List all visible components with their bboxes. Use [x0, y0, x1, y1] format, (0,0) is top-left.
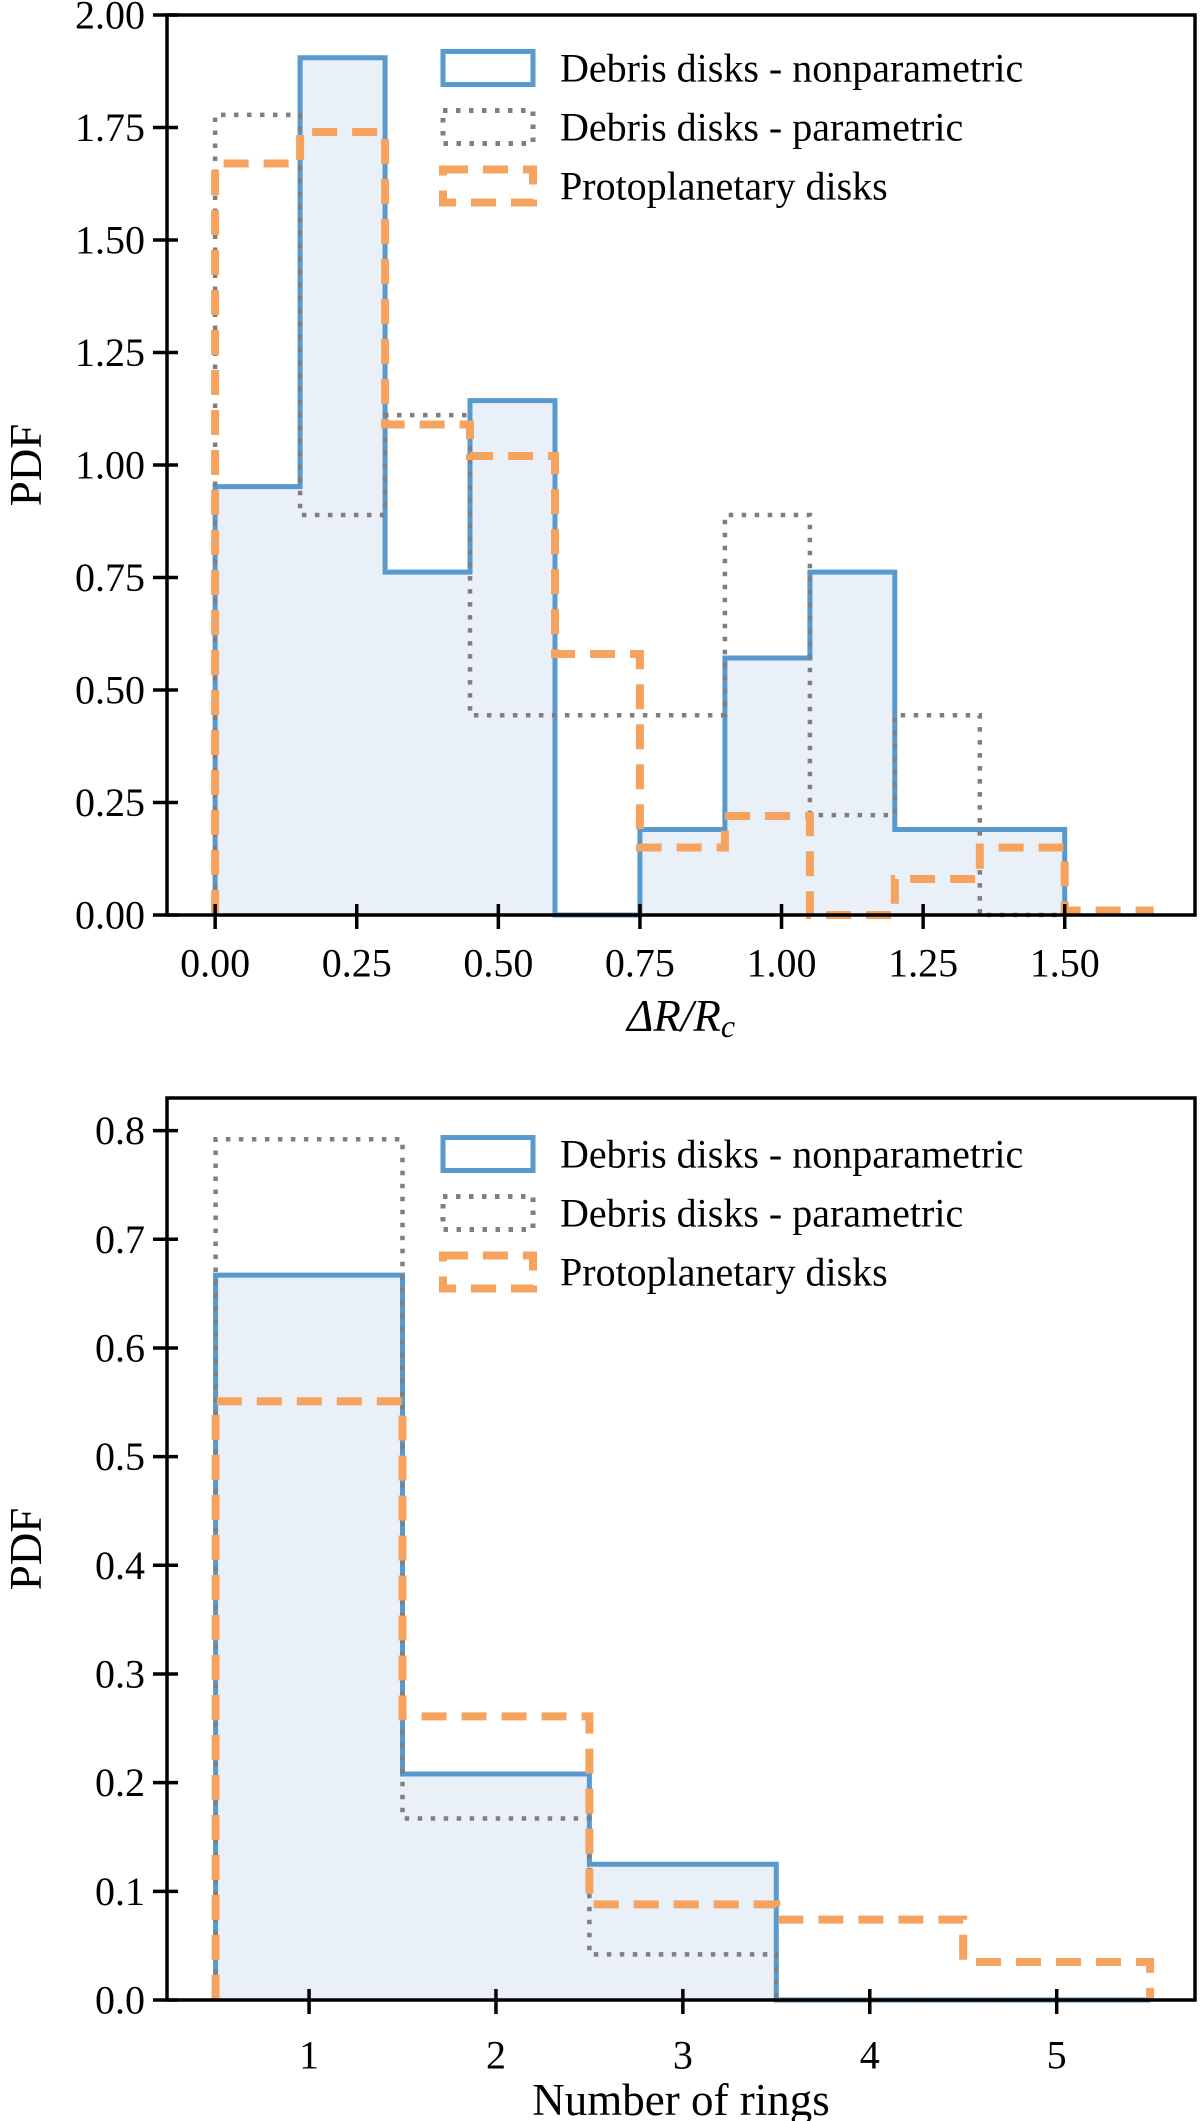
x-axis-label: ΔR/Rc — [625, 991, 735, 1044]
y-tick-label: 0.2 — [95, 1760, 145, 1805]
y-tick-label: 0.7 — [95, 1217, 145, 1262]
x-tick-label: 1 — [299, 2033, 319, 2078]
y-tick-label: 2.00 — [75, 0, 145, 38]
legend-label: Debris disks - parametric — [560, 1191, 963, 1236]
y-tick-label: 0.50 — [75, 668, 145, 713]
legend-swatch-dotted — [440, 1194, 536, 1232]
y-tick-label: 1.25 — [75, 330, 145, 375]
x-tick-label: 1.50 — [1030, 941, 1100, 986]
plot-spines — [165, 1096, 1197, 2002]
y-tick-label: 0.6 — [95, 1325, 145, 1370]
x-tick-label: 1.00 — [747, 941, 817, 986]
y-tick-label: 0.8 — [95, 1108, 145, 1153]
legend-label: Protoplanetary disks — [560, 164, 888, 209]
legend-swatch-dashed — [439, 1251, 537, 1293]
legend-label: Debris disks - nonparametric — [560, 1132, 1023, 1177]
y-tick-label: 0.1 — [95, 1869, 145, 1914]
legend-swatch-solid — [440, 1135, 536, 1173]
legend-swatch-solid — [440, 49, 536, 87]
y-tick-label: 0.75 — [75, 555, 145, 600]
y-tick-label: 0.5 — [95, 1434, 145, 1479]
x-tick-label: 0.00 — [180, 941, 250, 986]
x-tick-label: 4 — [860, 2033, 880, 2078]
y-tick-label: 1.00 — [75, 443, 145, 488]
y-axis-label: PDF — [1, 1508, 51, 1591]
y-tick-label: 0.0 — [95, 1978, 145, 2023]
x-tick-label: 1.25 — [888, 941, 958, 986]
y-tick-label: 0.00 — [75, 893, 145, 938]
x-axis-label: Number of rings — [532, 2075, 829, 2121]
legend-label: Debris disks - parametric — [560, 105, 963, 150]
series-line-2 — [211, 1397, 1155, 2000]
y-tick-label: 0.25 — [75, 780, 145, 825]
y-tick-label: 0.4 — [95, 1543, 145, 1588]
legend-swatch-dotted — [440, 108, 536, 146]
series-fill-0 — [215, 57, 1065, 916]
legend-label: Debris disks - nonparametric — [560, 46, 1023, 91]
y-tick-label: 1.50 — [75, 218, 145, 263]
y-axis-label: PDF — [1, 424, 51, 507]
series-line-2 — [211, 128, 1154, 919]
x-tick-label: 0.75 — [605, 941, 675, 986]
legend-swatch-dashed — [439, 165, 537, 207]
legend-label: Protoplanetary disks — [560, 1250, 888, 1295]
x-tick-label: 3 — [673, 2033, 693, 2078]
x-tick-label: 0.50 — [463, 941, 533, 986]
x-tick-label: 2 — [486, 2033, 506, 2078]
series-fill-0 — [215, 1275, 1151, 2000]
y-tick-label: 1.75 — [75, 105, 145, 150]
y-tick-label: 0.3 — [95, 1651, 145, 1696]
x-tick-label: 0.25 — [322, 941, 392, 986]
x-tick-label: 5 — [1047, 2033, 1067, 2078]
